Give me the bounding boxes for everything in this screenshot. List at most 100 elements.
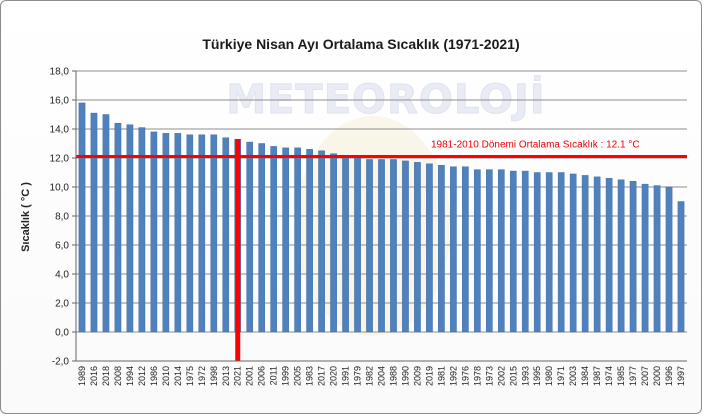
bar-1989: [78, 102, 86, 333]
bar-2004: [378, 159, 385, 333]
y-tick-label: 0,0: [55, 328, 69, 339]
bar-1986: [150, 131, 158, 333]
x-tick-label: 2018: [101, 366, 111, 386]
bar-1975: [186, 134, 194, 333]
x-tick-label: 1997: [676, 366, 686, 386]
x-tick-label: 2008: [113, 366, 123, 386]
y-axis-label: Sıcaklık ( °C ): [20, 182, 32, 252]
x-tick-label: 1977: [628, 366, 638, 386]
bar-1979: [354, 157, 361, 333]
bar-1980: [545, 172, 553, 333]
bar-2016: [90, 112, 98, 333]
bar-1997: [677, 201, 685, 333]
bar-2003: [569, 173, 577, 333]
bar-2005: [294, 147, 301, 333]
bar-2008: [114, 122, 122, 333]
y-tick-label: 10,0: [50, 183, 70, 194]
bar-1999: [282, 147, 289, 333]
x-tick-label: 1995: [532, 366, 542, 386]
x-tick-label: 1983: [305, 366, 315, 386]
bar-1992: [450, 166, 457, 333]
bar-1993: [521, 170, 529, 333]
x-tick-labels: 1989 2016 2018 2008 1994 2012 1986 2010 2014 1975…: [77, 366, 686, 386]
bar-1991: [342, 156, 349, 333]
y-tick-label: 18,0: [50, 67, 70, 78]
x-tick-label: 2000: [652, 366, 662, 386]
bar-1983: [306, 149, 313, 333]
bar-1977: [629, 180, 637, 333]
bar-2014: [174, 133, 182, 333]
x-tick-label: 1992: [448, 366, 458, 386]
bar-1990: [402, 160, 409, 333]
x-tick-label: 1973: [484, 366, 494, 386]
x-tick-label: 1985: [616, 366, 626, 386]
bar-1982: [366, 159, 373, 333]
x-tick-label: 1987: [592, 366, 602, 386]
bar-2012: [138, 127, 146, 333]
x-tick-label: 1993: [520, 366, 530, 386]
x-tick-label: 2012: [137, 366, 147, 386]
bar-1995: [533, 172, 541, 333]
bar-1981: [438, 165, 445, 333]
bar-2006: [258, 143, 266, 333]
bar-1994: [126, 124, 134, 333]
x-tick-label: 1989: [77, 366, 87, 386]
y-tick-labels: -2,0 0,0 2,0 4,0 6,0 8,0 10,0 12,0 14,0 16,0 18,0: [50, 67, 70, 368]
x-tick-label: 2009: [412, 366, 422, 386]
bar-series: [78, 102, 685, 333]
bar-1971: [557, 172, 565, 333]
x-tick-label: 1986: [149, 366, 159, 386]
bar-2009: [414, 162, 421, 333]
x-tick-label: 2021: [233, 366, 243, 386]
x-tick-label: 2014: [173, 366, 183, 386]
bar-1988: [390, 159, 397, 333]
x-tick-label: 1984: [580, 366, 590, 386]
x-tick-label: 2004: [377, 366, 387, 386]
y-tick-label: 6,0: [55, 241, 69, 252]
bar-1984: [581, 175, 589, 333]
bar-2019: [426, 163, 433, 333]
x-tick-label: 1972: [197, 366, 207, 386]
x-tick-label: 2010: [161, 366, 171, 386]
bar-1998: [210, 134, 218, 333]
bar-2013: [222, 137, 230, 333]
x-tick-label: 2002: [496, 366, 506, 386]
x-tick-label: 2013: [221, 366, 231, 386]
x-tick-label: 1990: [400, 366, 410, 386]
bar-2011: [270, 146, 277, 333]
bar-2017: [318, 150, 325, 333]
x-tick-label: 2017: [317, 366, 327, 386]
x-tick-label: 1999: [281, 366, 291, 386]
chart-title: Türkiye Nisan Ayı Ortalama Sıcaklık (197…: [202, 36, 519, 52]
x-tick-label: 1980: [544, 366, 554, 386]
bar-1974: [605, 178, 613, 333]
x-tick-label: 2003: [568, 366, 578, 386]
x-tick-label: 2007: [640, 366, 650, 386]
y-tick-label: 14,0: [50, 125, 70, 136]
x-tick-label: 1998: [209, 366, 219, 386]
y-tick-label: 4,0: [55, 270, 69, 281]
x-tick-label: 1996: [664, 366, 674, 386]
x-tick-label: 2005: [293, 366, 303, 386]
y-tick-label: 12,0: [50, 154, 70, 165]
x-tick-label: 1976: [460, 366, 470, 386]
bar-2007: [641, 183, 649, 333]
x-tick-label: 2011: [269, 366, 279, 385]
reference-label: 1981-2010 Dönemi Ortalama Sıcaklık : 12.…: [431, 140, 640, 151]
watermark-text: METEOROLOJİ: [226, 75, 545, 123]
bar-1985: [617, 179, 625, 333]
x-tick-label: 1994: [125, 366, 135, 386]
bar-2000: [653, 185, 661, 333]
y-tick-label: 16,0: [50, 96, 70, 107]
x-tick-label: 2001: [245, 366, 255, 386]
x-tick-label: 2020: [329, 366, 339, 386]
x-tick-label: 1974: [604, 366, 614, 386]
bar-2015: [509, 170, 517, 333]
bar-1972: [198, 134, 206, 333]
x-tick-label: 1981: [436, 366, 446, 386]
bar-2010: [162, 133, 170, 333]
bar-1976: [462, 166, 469, 333]
x-tick-label: 1978: [472, 366, 482, 386]
